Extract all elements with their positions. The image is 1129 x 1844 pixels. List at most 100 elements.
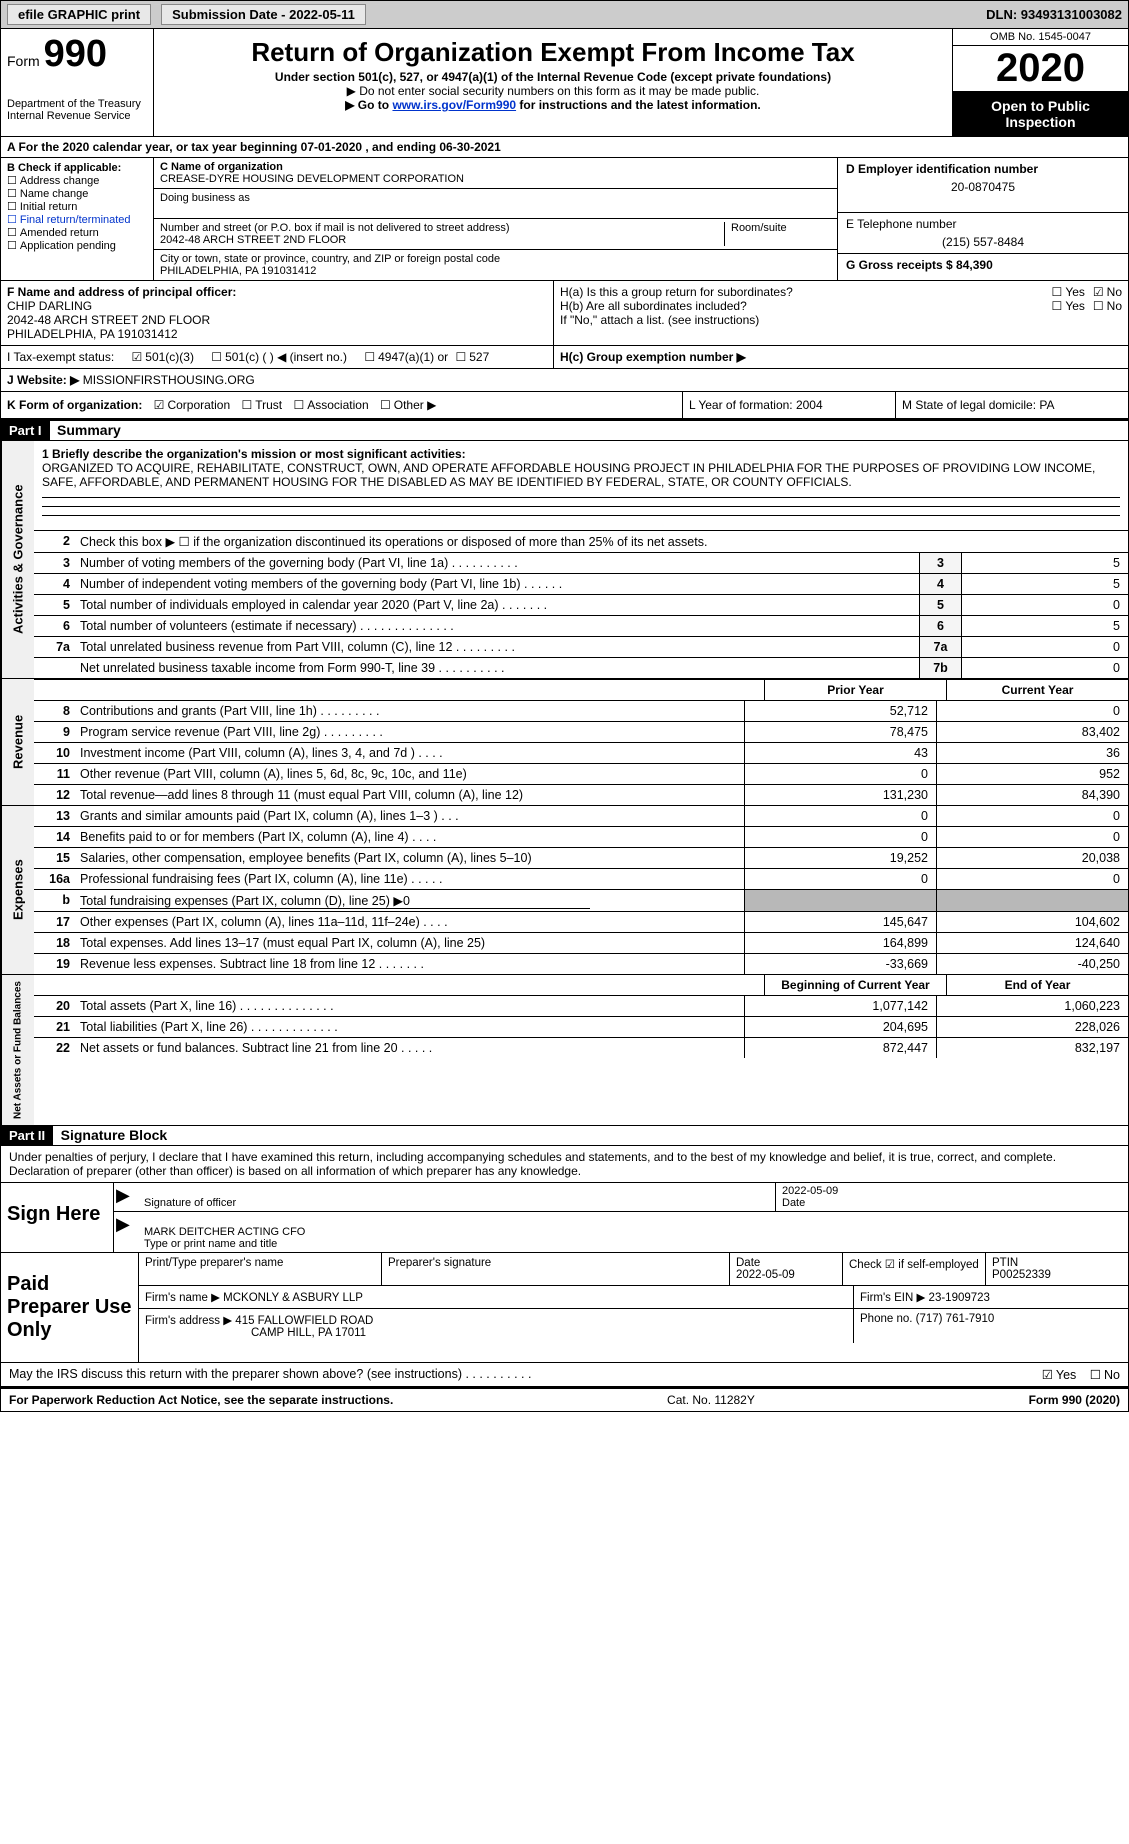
self-employed-check[interactable]: Check ☑ if self-employed	[843, 1253, 986, 1285]
h-a-no[interactable]: No	[1093, 285, 1122, 299]
c19: -40,250	[936, 954, 1128, 974]
p13: 0	[744, 806, 936, 826]
city-state-zip: PHILADELPHIA, PA 191031412	[160, 265, 831, 277]
chk-corporation[interactable]: Corporation	[154, 398, 230, 412]
p21: 204,695	[744, 1017, 936, 1037]
chk-final-return[interactable]: Final return/terminated	[7, 213, 147, 226]
c12: 84,390	[936, 785, 1128, 805]
boxes-fh: F Name and address of principal officer:…	[1, 281, 1128, 346]
room-suite: Room/suite	[724, 222, 831, 246]
part1-header-row: Part I Summary	[1, 421, 1128, 441]
efile-print-button[interactable]: efile GRAPHIC print	[7, 4, 151, 25]
box-f: F Name and address of principal officer:…	[1, 281, 554, 345]
val-4: 5	[961, 574, 1128, 594]
discuss-no[interactable]: No	[1090, 1368, 1120, 1382]
header-left: Form 990 Department of the Treasury Inte…	[1, 29, 154, 136]
c17: 104,602	[936, 912, 1128, 932]
open-public: Open to Public Inspection	[953, 92, 1128, 136]
box-m: M State of legal domicile: PA	[896, 392, 1128, 418]
p9: 78,475	[744, 722, 936, 742]
part2-title: Signature Block	[57, 1125, 172, 1145]
preparer-name-hdr: Print/Type preparer's name	[139, 1253, 382, 1285]
h-b-yes[interactable]: Yes	[1052, 299, 1085, 313]
c22: 832,197	[936, 1038, 1128, 1058]
part1-badge: Part I	[1, 421, 50, 440]
prior-year-hdr: Prior Year	[764, 680, 946, 700]
vtab-expenses: Expenses	[1, 806, 34, 974]
part1-title: Summary	[53, 420, 125, 440]
p14: 0	[744, 827, 936, 847]
line-22: Net assets or fund balances. Subtract li…	[76, 1038, 744, 1058]
chk-4947[interactable]: 4947(a)(1) or	[364, 350, 448, 364]
chk-527[interactable]: 527	[455, 350, 489, 364]
top-bar: efile GRAPHIC print Submission Date - 20…	[1, 1, 1128, 29]
c9: 83,402	[936, 722, 1128, 742]
firm-name: Firm's name ▶ MCKONLY & ASBURY LLP	[139, 1286, 854, 1308]
c20: 1,060,223	[936, 996, 1128, 1016]
line-11: Other revenue (Part VIII, column (A), li…	[76, 764, 744, 784]
discuss-yes[interactable]: Yes	[1042, 1368, 1077, 1382]
h-b-no[interactable]: No	[1093, 299, 1122, 313]
p12: 131,230	[744, 785, 936, 805]
current-year-hdr: Current Year	[946, 680, 1128, 700]
website-label: J Website: ▶	[7, 373, 79, 387]
c16a: 0	[936, 869, 1128, 889]
begin-year-hdr: Beginning of Current Year	[764, 975, 946, 995]
form-word: Form	[7, 53, 40, 69]
line-9: Program service revenue (Part VIII, line…	[76, 722, 744, 742]
preparer-sig-hdr: Preparer's signature	[382, 1253, 730, 1285]
chk-501c[interactable]: 501(c) ( ) ◀ (insert no.)	[211, 350, 347, 364]
tax-year: 2020	[953, 46, 1128, 92]
part2-header-row: Part II Signature Block	[1, 1126, 1128, 1146]
c15: 20,038	[936, 848, 1128, 868]
form-page-ref: Form 990 (2020)	[1029, 1393, 1120, 1407]
sign-here-row: Sign Here ▶ Signature of officer 2022-05…	[1, 1182, 1128, 1252]
arrow-icon: ▶	[114, 1212, 138, 1252]
box-e-hdr: E Telephone number	[846, 217, 1120, 231]
subtitle-1: Under section 501(c), 527, or 4947(a)(1)…	[160, 70, 946, 84]
line-12: Total revenue—add lines 8 through 11 (mu…	[76, 785, 744, 805]
signature-officer-field[interactable]: Signature of officer	[138, 1183, 776, 1211]
paperwork-notice: For Paperwork Reduction Act Notice, see …	[9, 1393, 393, 1407]
chk-trust[interactable]: Trust	[241, 398, 282, 412]
chk-address-change[interactable]: Address change	[7, 174, 147, 187]
boxes-klm: K Form of organization: Corporation Trus…	[1, 392, 1128, 421]
box-b: B Check if applicable: Address change Na…	[1, 158, 154, 280]
header-mid: Return of Organization Exempt From Incom…	[154, 29, 952, 136]
addr-hdr: Number and street (or P.O. box if mail i…	[160, 222, 724, 234]
val-7b: 0	[961, 658, 1128, 678]
chk-other[interactable]: Other ▶	[380, 398, 436, 412]
net-assets-section: Net Assets or Fund Balances Beginning of…	[1, 975, 1128, 1126]
firm-address: Firm's address ▶ 415 FALLOWFIELD ROADCAM…	[139, 1309, 854, 1343]
chk-initial-return[interactable]: Initial return	[7, 200, 147, 213]
dept-treasury: Department of the Treasury	[7, 98, 147, 110]
officer-addr2: PHILADELPHIA, PA 191031412	[7, 327, 178, 341]
subtitle-2: ▶ Do not enter social security numbers o…	[160, 84, 946, 98]
dln: DLN: 93493131003082	[986, 7, 1122, 22]
cat-no: Cat. No. 11282Y	[667, 1393, 755, 1407]
chk-501c3[interactable]: 501(c)(3)	[132, 350, 194, 364]
omb-no: OMB No. 1545-0047	[953, 29, 1128, 46]
chk-association[interactable]: Association	[293, 398, 368, 412]
chk-application[interactable]: Application pending	[7, 239, 147, 252]
p17: 145,647	[744, 912, 936, 932]
firm-phone: Phone no. (717) 761-7910	[854, 1309, 1128, 1343]
line-16b: Total fundraising expenses (Part IX, col…	[76, 890, 744, 911]
ptin: PTINP00252339	[986, 1253, 1128, 1285]
c18: 124,640	[936, 933, 1128, 953]
val-3: 5	[961, 553, 1128, 573]
box-hc: H(c) Group exemption number ▶	[554, 346, 1128, 368]
box-d-hdr: D Employer identification number	[846, 162, 1120, 176]
goto-suffix: for instructions and the latest informat…	[516, 98, 761, 112]
chk-amended[interactable]: Amended return	[7, 226, 147, 239]
box-l: L Year of formation: 2004	[683, 392, 896, 418]
p10: 43	[744, 743, 936, 763]
officer-name-title: MARK DEITCHER ACTING CFOType or print na…	[138, 1212, 1128, 1252]
chk-name-change[interactable]: Name change	[7, 187, 147, 200]
h-a-yes[interactable]: Yes	[1052, 285, 1085, 299]
c10: 36	[936, 743, 1128, 763]
h-c-label: H(c) Group exemption number ▶	[560, 350, 746, 364]
irs-link[interactable]: www.irs.gov/Form990	[392, 98, 516, 112]
p22: 872,447	[744, 1038, 936, 1058]
paid-preparer-row: Paid Preparer Use Only Print/Type prepar…	[1, 1252, 1128, 1362]
